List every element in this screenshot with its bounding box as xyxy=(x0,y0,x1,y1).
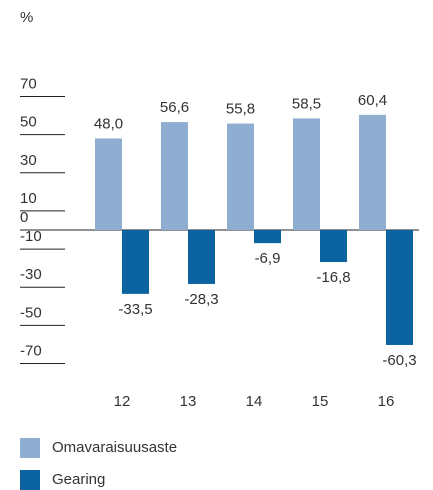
legend-swatch xyxy=(20,470,40,490)
value-label: -60,3 xyxy=(382,352,416,369)
value-label: 58,5 xyxy=(292,95,321,112)
y-tick-label: 0 xyxy=(20,209,28,226)
x-tick-label: 13 xyxy=(180,393,197,410)
y-tick-label: -50 xyxy=(20,304,42,321)
bar xyxy=(95,138,122,230)
value-label: -28,3 xyxy=(184,291,218,308)
value-label: 56,6 xyxy=(160,99,189,116)
y-tick-label: 30 xyxy=(20,152,37,169)
bar xyxy=(122,230,149,294)
x-tick-label: 14 xyxy=(246,393,263,410)
bar xyxy=(293,118,320,230)
value-label: -6,9 xyxy=(255,250,281,267)
value-label: 60,4 xyxy=(358,92,387,109)
value-label: 55,8 xyxy=(226,101,255,118)
bar xyxy=(227,123,254,230)
bar xyxy=(161,122,188,230)
legend-swatch xyxy=(20,438,40,458)
bar xyxy=(254,230,281,244)
x-tick-label: 16 xyxy=(378,393,395,410)
value-label: -33,5 xyxy=(118,301,152,318)
y-tick-label: 70 xyxy=(20,76,37,93)
y-tick-label: -70 xyxy=(20,342,42,359)
value-label: 48,0 xyxy=(94,115,123,132)
y-axis-label: % xyxy=(20,9,33,26)
bar xyxy=(320,230,347,263)
y-tick-label: -30 xyxy=(20,266,42,283)
x-tick-label: 12 xyxy=(114,393,131,410)
legend-label: Omavaraisuusaste xyxy=(52,439,177,456)
bar xyxy=(359,114,386,230)
y-tick-label: 10 xyxy=(20,190,37,207)
bar xyxy=(188,230,215,284)
value-label: -16,8 xyxy=(316,269,350,286)
bar xyxy=(386,230,413,345)
y-tick-label: -10 xyxy=(20,228,42,245)
legend-label: Gearing xyxy=(52,471,105,488)
x-tick-label: 15 xyxy=(312,393,329,410)
y-tick-label: 50 xyxy=(20,114,37,131)
